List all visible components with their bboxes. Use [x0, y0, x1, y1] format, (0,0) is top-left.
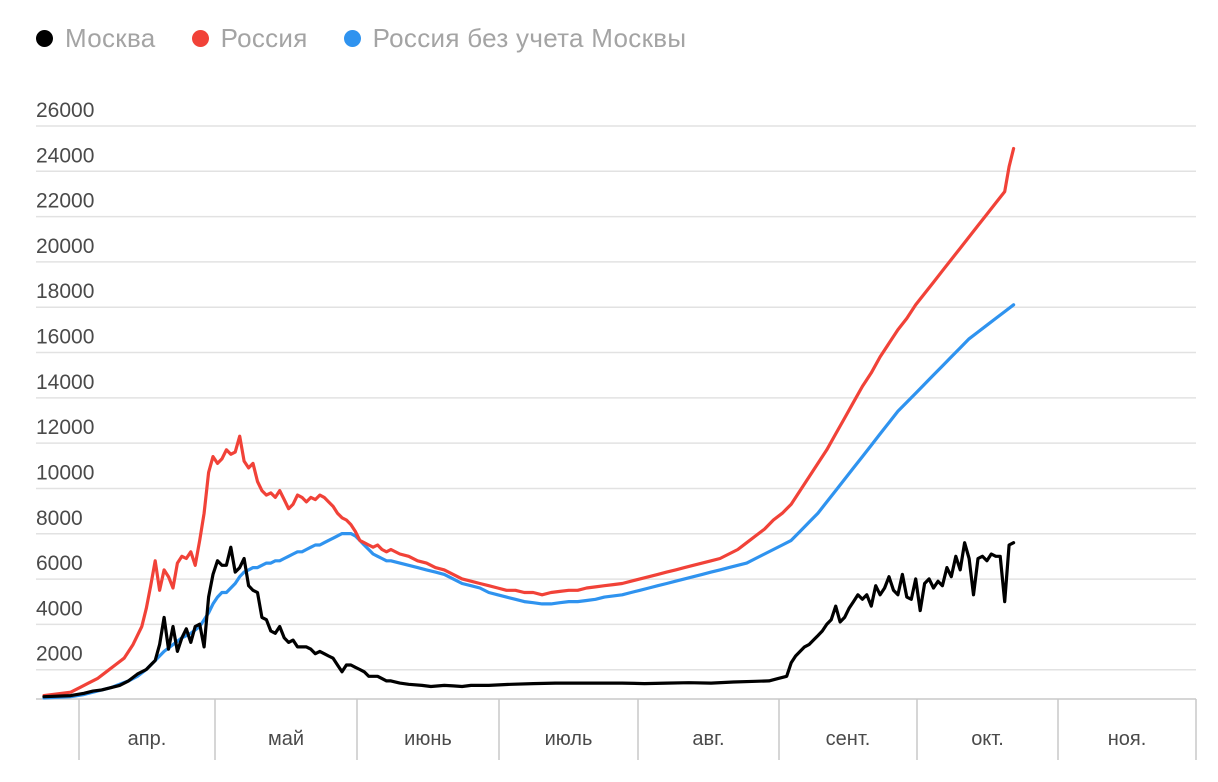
y-tick-label: 12000 — [36, 416, 94, 439]
x-tick-label: апр. — [128, 728, 167, 750]
legend: Москва Россия Россия без учета Москвы — [36, 18, 686, 58]
y-tick-label: 22000 — [36, 190, 94, 213]
y-tick-label: 14000 — [36, 371, 94, 394]
x-tick-label: авг. — [692, 728, 724, 750]
y-tick-label: 18000 — [36, 280, 94, 303]
y-tick-label: 24000 — [36, 144, 94, 167]
y-tick-label: 6000 — [36, 552, 83, 575]
legend-item-russia-excl-moscow[interactable]: Россия без учета Москвы — [343, 22, 687, 54]
series-line-moscow — [42, 541, 1016, 699]
legend-marker-moscow — [36, 29, 53, 47]
series-line-russia-excl-moscow — [42, 303, 1016, 700]
series-lines — [42, 146, 1016, 700]
y-tick-label: 10000 — [36, 461, 94, 484]
legend-label-russia-excl-moscow: Россия без учета Москвы — [372, 22, 687, 53]
x-tick-label: окт. — [971, 728, 1004, 750]
x-tick-label: ноя. — [1108, 728, 1147, 750]
x-axis: апр. май июнь июль авг. сент. окт. ноя. — [36, 698, 1197, 760]
legend-item-russia[interactable]: Россия — [191, 22, 308, 54]
x-tick-label: сент. — [826, 728, 871, 750]
x-tick-label: июль — [545, 728, 593, 750]
y-tick-label: 26000 — [36, 99, 94, 122]
y-tick-label: 2000 — [36, 643, 83, 666]
grid-lines — [36, 125, 1196, 671]
legend-marker-russia — [191, 29, 209, 47]
legend-label-moscow: Москва — [65, 22, 156, 53]
x-tick-label: июнь — [404, 728, 452, 750]
x-tick-label: май — [268, 728, 304, 750]
y-tick-label: 8000 — [36, 507, 83, 530]
legend-label-russia: Россия — [220, 22, 308, 53]
legend-marker-russia-excl-moscow — [343, 29, 361, 47]
y-tick-label: 4000 — [36, 597, 83, 620]
y-tick-label: 20000 — [36, 235, 94, 258]
legend-item-moscow[interactable]: Москва — [36, 23, 156, 54]
y-tick-label: 16000 — [36, 326, 94, 349]
y-axis-ticks: 2000 4000 6000 8000 10000 12000 14000 16000 1800… — [36, 99, 94, 666]
series-line-russia — [42, 146, 1016, 698]
